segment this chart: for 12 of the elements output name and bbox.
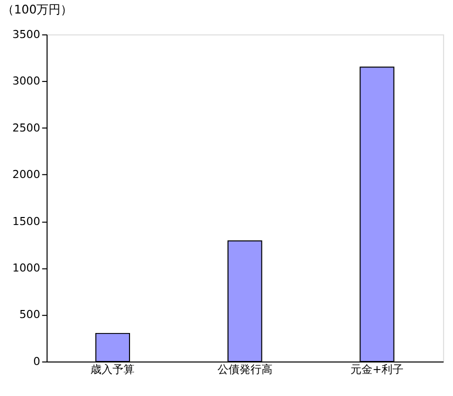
x-tick-label: 元金+利子 xyxy=(350,362,404,376)
x-tick-label: 公債発行高 xyxy=(217,362,272,376)
y-tick-label: 500 xyxy=(19,308,40,322)
y-tick-label: 1500 xyxy=(12,214,40,228)
y-tick-label: 3000 xyxy=(12,74,40,88)
y-tick-label: 2000 xyxy=(12,168,40,182)
y-tick-label: 3500 xyxy=(12,28,40,41)
y-axis-title: （100万円） xyxy=(2,2,73,17)
y-tick-label: 0 xyxy=(33,354,40,368)
y-tick-label: 2500 xyxy=(12,121,40,134)
x-tick-label: 歳入予算 xyxy=(90,362,135,376)
y-tick-label: 1000 xyxy=(12,261,40,274)
